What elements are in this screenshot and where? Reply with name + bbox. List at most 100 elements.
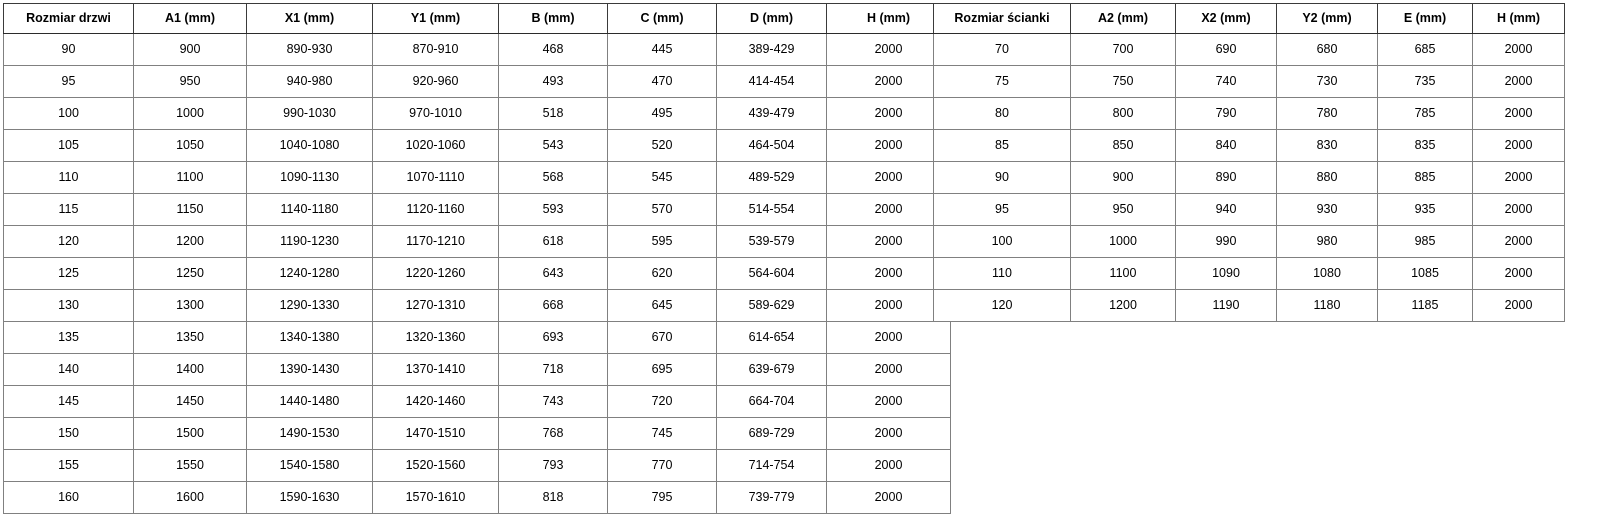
table-cell: 595: [607, 225, 717, 258]
table-cell: 120: [933, 289, 1071, 322]
table-cell: 1150: [133, 193, 247, 226]
table-row: 130 1300 1290-1330 1270-1310 668 645 589-629 20…: [3, 289, 951, 322]
table-cell: 690: [1175, 33, 1277, 66]
table-cell: 520: [607, 129, 717, 162]
table-cell: 140: [3, 353, 134, 386]
table-cell: 1550: [133, 449, 247, 482]
table-cell: 468: [498, 33, 608, 66]
table-cell: 2000: [826, 129, 951, 162]
table-cell: 155: [3, 449, 134, 482]
table-cell: 2000: [1472, 33, 1565, 66]
table-row: 155 1550 1540-1580 1520-1560 793 770 714-754 20…: [3, 449, 951, 482]
table-cell: 2000: [826, 321, 951, 354]
table-cell: 795: [607, 481, 717, 514]
table-cell: 2000: [1472, 97, 1565, 130]
table-row: 105 1050 1040-1080 1020-1060 543 520 464-504 20…: [3, 129, 951, 162]
table-cell: 100: [933, 225, 1071, 258]
table-cell: 568: [498, 161, 608, 194]
table-cell: 870-910: [372, 33, 499, 66]
table-cell: 389-429: [716, 33, 827, 66]
door-size-table: Rozmiar drzwi A1 (mm) X1 (mm) Y1 (mm) B …: [3, 3, 951, 514]
table-cell: 930: [1276, 193, 1378, 226]
table-cell: 1185: [1377, 289, 1473, 322]
table-row: 135 1350 1340-1380 1320-1360 693 670 614-654 20…: [3, 321, 951, 354]
table-cell: 75: [933, 65, 1071, 98]
table-cell: 85: [933, 129, 1071, 162]
table-row: 120 1200 1190 1180 1185 2000: [933, 289, 1565, 322]
table-cell: 1140-1180: [246, 193, 373, 226]
table-cell: 1520-1560: [372, 449, 499, 482]
column-header-x2: X2 (mm): [1175, 3, 1277, 34]
table-cell: 643: [498, 257, 608, 290]
table-cell: 1090-1130: [246, 161, 373, 194]
table-cell: 980: [1276, 225, 1378, 258]
table-cell: 1190-1230: [246, 225, 373, 258]
table-cell: 1500: [133, 417, 247, 450]
table-cell: 620: [607, 257, 717, 290]
table-row: 140 1400 1390-1430 1370-1410 718 695 639-679 20…: [3, 353, 951, 386]
table-cell: 495: [607, 97, 717, 130]
table-cell: 2000: [826, 225, 951, 258]
table-cell: 1085: [1377, 257, 1473, 290]
table-cell: 793: [498, 449, 608, 482]
table-cell: 645: [607, 289, 717, 322]
table-cell: 545: [607, 161, 717, 194]
table-cell: 850: [1070, 129, 1176, 162]
table-cell: 543: [498, 129, 608, 162]
table-cell: 570: [607, 193, 717, 226]
table-cell: 970-1010: [372, 97, 499, 130]
table-row: 80 800 790 780 785 2000: [933, 97, 1565, 130]
table-cell: 2000: [1472, 289, 1565, 322]
table-cell: 445: [607, 33, 717, 66]
column-header-a1: A1 (mm): [133, 3, 247, 34]
table-cell: 489-529: [716, 161, 827, 194]
table-cell: 950: [133, 65, 247, 98]
door-size-table-body: 90 900 890-930 870-910 468 445 389-429 2000 95 95…: [3, 33, 951, 514]
table-cell: 745: [607, 417, 717, 450]
table-cell: 2000: [826, 385, 951, 418]
table-cell: 1170-1210: [372, 225, 499, 258]
table-row: 90 900 890-930 870-910 468 445 389-429 2000: [3, 33, 951, 66]
table-cell: 115: [3, 193, 134, 226]
table-cell: 685: [1377, 33, 1473, 66]
table-cell: 695: [607, 353, 717, 386]
table-cell: 940: [1175, 193, 1277, 226]
table-cell: 2000: [826, 65, 951, 98]
table-cell: 1490-1530: [246, 417, 373, 450]
table-cell: 639-679: [716, 353, 827, 386]
table-cell: 689-729: [716, 417, 827, 450]
table-cell: 1120-1160: [372, 193, 499, 226]
table-row: 115 1150 1140-1180 1120-1160 593 570 514-554 20…: [3, 193, 951, 226]
table-cell: 700: [1070, 33, 1176, 66]
door-size-table-header: Rozmiar drzwi A1 (mm) X1 (mm) Y1 (mm) B …: [3, 3, 951, 34]
table-cell: 680: [1276, 33, 1378, 66]
table-cell: 2000: [1472, 257, 1565, 290]
table-cell: 125: [3, 257, 134, 290]
table-cell: 720: [607, 385, 717, 418]
table-cell: 439-479: [716, 97, 827, 130]
table-row: 160 1600 1590-1630 1570-1610 818 795 739-779 20…: [3, 481, 951, 514]
table-cell: 1190: [1175, 289, 1277, 322]
table-cell: 885: [1377, 161, 1473, 194]
table-cell: 1100: [1070, 257, 1176, 290]
table-cell: 1350: [133, 321, 247, 354]
table-cell: 668: [498, 289, 608, 322]
table-cell: 818: [498, 481, 608, 514]
table-cell: 664-704: [716, 385, 827, 418]
table-row: 85 850 840 830 835 2000: [933, 129, 1565, 162]
table-cell: 589-629: [716, 289, 827, 322]
table-cell: 1050: [133, 129, 247, 162]
table-cell: 743: [498, 385, 608, 418]
column-header-e: E (mm): [1377, 3, 1473, 34]
table-row: 145 1450 1440-1480 1420-1460 743 720 664-704 20…: [3, 385, 951, 418]
table-cell: 1220-1260: [372, 257, 499, 290]
table-cell: 493: [498, 65, 608, 98]
table-cell: 150: [3, 417, 134, 450]
table-row: 100 1000 990 980 985 2000: [933, 225, 1565, 258]
table-cell: 900: [1070, 161, 1176, 194]
table-cell: 1240-1280: [246, 257, 373, 290]
table-cell: 2000: [1472, 161, 1565, 194]
table-cell: 100: [3, 97, 134, 130]
table-cell: 464-504: [716, 129, 827, 162]
table-cell: 1200: [133, 225, 247, 258]
